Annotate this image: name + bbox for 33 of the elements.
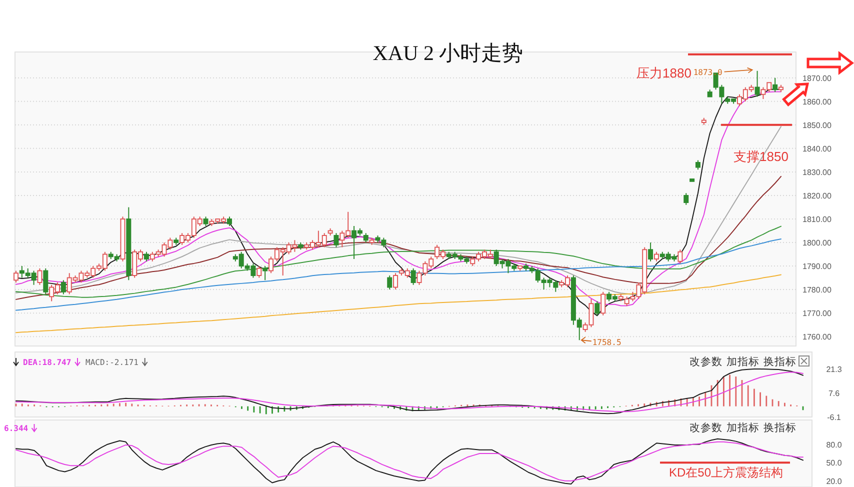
y-tick-label: 80.0	[826, 440, 842, 450]
y-tick-label: 1850.00	[802, 120, 832, 130]
legend-label: 6.344	[4, 424, 28, 433]
ref-line-label: KD在50上方震荡结构	[668, 466, 784, 480]
y-tick-label: 1810.00	[802, 214, 832, 224]
y-tick-label: 1780.00	[802, 286, 832, 295]
annotation: 换指标	[764, 422, 796, 434]
annotation: 加指标	[726, 355, 760, 368]
y-tick-label: 1770.00	[802, 309, 832, 318]
annotation: 改参数	[690, 421, 722, 434]
y-tick-label: 50.0	[826, 458, 842, 468]
y-tick-label: 1760.00	[802, 332, 832, 342]
annotation: 换指标	[764, 356, 796, 368]
y-tick-label: 1820.00	[802, 191, 832, 200]
chart-title: XAU 2 小时走势	[372, 41, 524, 65]
y-tick-label: -6.1	[827, 413, 842, 422]
y-tick-label: 7.6	[828, 388, 840, 398]
y-tick-label: 1800.00	[802, 238, 832, 248]
y-tick-label: 1860.00	[802, 97, 832, 106]
ref-line-label: 压力1880	[636, 65, 692, 80]
y-tick-label: 1840.00	[802, 144, 832, 154]
annotation: 加指标	[726, 421, 760, 434]
annotation: 1873.0	[693, 68, 722, 77]
y-tick-label: 20.0	[826, 476, 842, 486]
annotation: 改参数	[690, 355, 722, 368]
annotation: MACD:-2.171	[86, 358, 139, 367]
ref-line-label: 支撑1850	[734, 148, 788, 164]
y-tick-label: 1790.00	[802, 262, 832, 272]
annotation: 1758.5	[592, 338, 622, 348]
text: DEA:18.747	[23, 358, 72, 367]
y-tick-label: 21.3	[826, 364, 842, 374]
y-tick-label: 1830.00	[802, 168, 832, 177]
y-tick-label: 1870.00	[802, 74, 832, 83]
